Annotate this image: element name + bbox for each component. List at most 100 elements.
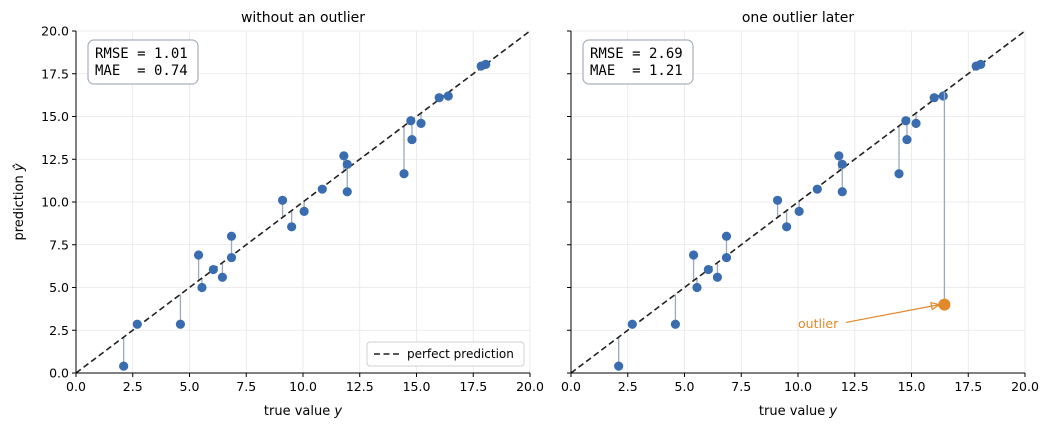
data-point bbox=[299, 206, 309, 217]
data-point bbox=[794, 206, 804, 217]
y-tick-label: 0.0 bbox=[49, 366, 69, 381]
data-point bbox=[692, 282, 702, 293]
outlier-annotation: outlier bbox=[798, 91, 951, 331]
data-point bbox=[342, 159, 352, 169]
data-point bbox=[119, 361, 129, 371]
data-point bbox=[406, 116, 416, 126]
data-point bbox=[938, 91, 948, 101]
data-point bbox=[894, 169, 904, 179]
x-axis-label: true value y bbox=[264, 404, 342, 419]
data-point bbox=[443, 91, 453, 101]
data-point bbox=[627, 319, 637, 329]
stats-box: RMSE = 2.69 MAE = 1.21 bbox=[582, 39, 694, 85]
data-point bbox=[193, 250, 204, 260]
panel-one-outlier: 0.0 2.5 5.0 7.5 10.0 12.5 15.0 17.5 20.0 one out… bbox=[561, 10, 1039, 419]
outlier-point bbox=[938, 298, 951, 311]
stats-rmse: RMSE = 1.01 bbox=[95, 46, 188, 62]
data-point bbox=[287, 222, 297, 232]
y-tick-label: 20.0 bbox=[41, 24, 69, 39]
data-point bbox=[782, 222, 792, 232]
legend-label: perfect prediction bbox=[407, 347, 514, 361]
x-tick-label: 20.0 bbox=[1011, 379, 1039, 394]
y-tick-label: 5.0 bbox=[49, 280, 69, 295]
y-tick-label: 2.5 bbox=[49, 323, 69, 338]
stats-mae: MAE = 0.74 bbox=[95, 63, 188, 79]
arrowhead-icon bbox=[930, 301, 941, 311]
x-tick-label: 10.0 bbox=[784, 379, 812, 394]
x-axis-label: true value y bbox=[759, 404, 837, 419]
data-points bbox=[614, 59, 986, 371]
data-point bbox=[481, 59, 491, 69]
data-point bbox=[197, 282, 207, 293]
data-point bbox=[208, 264, 218, 275]
data-point bbox=[837, 187, 847, 197]
x-tick-label: 2.5 bbox=[123, 379, 143, 394]
data-point bbox=[226, 252, 237, 263]
y-tick-label: 7.5 bbox=[49, 237, 69, 252]
y-tick-label: 12.5 bbox=[41, 152, 69, 167]
x-tick-label: 15.0 bbox=[898, 379, 926, 394]
stats-rmse: RMSE = 2.69 bbox=[590, 46, 683, 62]
panel-without-outlier: 0.0 2.5 5.0 7.5 10.0 12.5 15.0 17.5 20.0 0.0 2.5 5… bbox=[12, 10, 544, 419]
data-point bbox=[902, 134, 912, 145]
data-point bbox=[434, 93, 444, 103]
data-point bbox=[670, 319, 681, 329]
chart-title: one outlier later bbox=[742, 10, 855, 26]
stats-box: RMSE = 1.01 MAE = 0.74 bbox=[87, 39, 199, 85]
x-tick-label: 20.0 bbox=[516, 379, 544, 394]
x-tick-label: 12.5 bbox=[346, 379, 374, 394]
y-tick-label: 17.5 bbox=[41, 66, 69, 81]
x-tick-label: 7.5 bbox=[236, 379, 256, 394]
data-point bbox=[317, 184, 327, 194]
data-point bbox=[132, 319, 142, 329]
stats-mae: MAE = 1.21 bbox=[590, 63, 683, 79]
data-point bbox=[277, 195, 288, 205]
data-point bbox=[416, 118, 426, 128]
y-tick-label: 15.0 bbox=[41, 109, 69, 124]
x-tick-label: 5.0 bbox=[180, 379, 200, 394]
y-axis-label: prediction ŷ bbox=[12, 163, 27, 240]
y-tick-label: 10.0 bbox=[41, 195, 69, 210]
data-point bbox=[929, 93, 939, 103]
data-point bbox=[175, 319, 186, 329]
data-point bbox=[703, 264, 713, 275]
x-tick-label: 2.5 bbox=[618, 379, 638, 394]
outlier-label: outlier bbox=[798, 316, 839, 331]
chart-title: without an outlier bbox=[241, 10, 365, 26]
data-point bbox=[901, 116, 911, 126]
data-points bbox=[119, 59, 491, 371]
data-point bbox=[342, 187, 352, 197]
data-point bbox=[339, 151, 349, 161]
outlier-arrow bbox=[845, 304, 940, 323]
data-point bbox=[614, 361, 624, 371]
x-tick-label: 0.0 bbox=[561, 379, 581, 394]
data-point bbox=[772, 195, 783, 205]
data-point bbox=[837, 159, 847, 169]
data-point bbox=[217, 272, 228, 282]
y-ticks: 0.0 2.5 5.0 7.5 10.0 12.5 15.0 17.5 20.0 bbox=[41, 24, 76, 381]
data-point bbox=[407, 134, 417, 145]
data-point bbox=[834, 151, 844, 161]
data-point bbox=[712, 272, 723, 282]
legend: perfect prediction bbox=[366, 341, 525, 367]
data-point bbox=[976, 59, 986, 69]
data-point bbox=[688, 250, 699, 260]
data-point bbox=[911, 118, 921, 128]
x-tick-label: 15.0 bbox=[403, 379, 431, 394]
x-tick-label: 10.0 bbox=[289, 379, 317, 394]
x-tick-label: 7.5 bbox=[731, 379, 751, 394]
data-point bbox=[721, 231, 732, 241]
x-ticks: 0.0 2.5 5.0 7.5 10.0 12.5 15.0 17.5 20.0 bbox=[561, 373, 1039, 394]
stats-box-border bbox=[87, 39, 199, 85]
data-point bbox=[399, 169, 409, 179]
x-tick-label: 12.5 bbox=[841, 379, 869, 394]
stats-box-border bbox=[582, 39, 694, 85]
x-tick-label: 17.5 bbox=[459, 379, 487, 394]
legend-box bbox=[366, 341, 525, 367]
grid-lines bbox=[75, 30, 531, 374]
y-ticks bbox=[567, 30, 571, 374]
x-tick-label: 5.0 bbox=[675, 379, 695, 394]
data-point bbox=[226, 231, 237, 241]
data-point bbox=[812, 184, 822, 194]
